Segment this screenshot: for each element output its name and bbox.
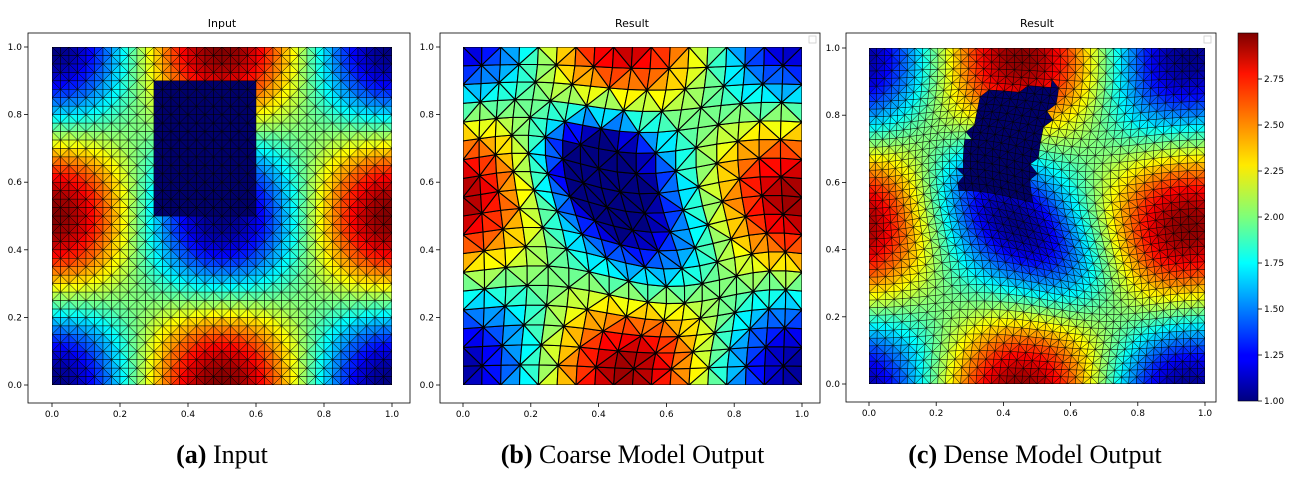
mesh-cell [281,47,291,57]
mesh-cell [247,47,257,57]
dense-plot: Result 0.0 0.2 0.4 0.6 0.8 1.00.00.20.40.60.8… [826,17,1217,419]
mesh-cell [111,47,121,57]
mesh-cell [128,47,138,57]
mesh-cell [145,47,155,57]
coarse-plot-title: Result [615,17,650,30]
mesh-cell [298,47,308,57]
mesh-cell [383,47,392,57]
y-tick-label: 0.6 [8,178,23,188]
x-tick-label: 1.0 [795,410,810,420]
x-tick-label: 1.0 [385,410,400,420]
mesh-cell [315,47,325,57]
mesh-cell [162,47,172,57]
x-tick-label: 0.8 [727,410,742,420]
mesh-cell [60,47,70,57]
mesh-cell [668,47,690,70]
legend-box [1203,35,1212,44]
x-tick-label: 0.0 [45,410,60,420]
mesh-cell [593,47,615,68]
mesh-cell [332,47,342,57]
x-tick-label: 0.0 [456,410,471,420]
x-tick-label: 0.6 [249,410,264,420]
mesh-cell [196,47,206,57]
dense-plot-title: Result [1020,17,1055,30]
dense-mesh [869,48,1205,384]
x-tick-label: 0.2 [113,410,127,420]
coarse-plot: Result 0.0 0.2 0.4 0.6 0.8 1.0 0.0 0.2 0.4 0.6 0.8… [420,17,821,420]
mesh-cell [744,47,766,68]
x-tick-label: 0.4 [181,410,196,420]
mesh-cell [782,47,802,67]
y-tick-label: 0.2 [420,313,434,323]
mesh-cell [630,47,653,70]
mesh-cell [706,47,728,69]
input-plot-title: Input [208,17,237,30]
x-tick-label: 0.8 [317,410,332,420]
y-tick-label: 0.0 [8,381,23,391]
y-tick-label: 0.6 [420,178,435,188]
coarse-mesh [463,47,802,385]
mesh-cell [179,47,189,57]
mesh-cell [94,47,104,57]
x-tick-label: 0.2 [524,410,538,420]
mesh-cell [481,47,502,67]
y-tick-label: 1.0 [420,43,435,53]
input-ticks: 0.0 0.2 0.4 0.6 0.8 1.0 0.0 0.2 0.4 0.6 0.8 1.0 [8,43,400,420]
y-tick-label: 0.4 [420,246,435,256]
input-plot: Input 0.0 0.2 0.4 0.6 0.8 1.0 0.0 0.2 0.4 0.6 0.8 1… [8,17,411,420]
x-tick-label: 0.6 [659,410,674,420]
input-mesh [52,47,392,385]
mesh-cell [555,47,577,67]
mesh-cell [77,47,87,57]
y-tick-label: 0.8 [420,111,435,121]
y-tick-label: 1.0 [8,43,23,53]
y-tick-label: 0.2 [8,313,22,323]
coarse-ticks: 0.0 0.2 0.4 0.6 0.8 1.0 0.0 0.2 0.4 0.6 0.8 1.0 [420,43,810,420]
y-tick-label: 0.0 [420,381,435,391]
y-tick-label: 0.4 [8,246,23,256]
mesh-cell [518,47,540,66]
mesh-cell [264,47,274,57]
legend-box [808,35,817,44]
x-tick-label: 0.4 [591,410,606,420]
y-tick-label: 0.8 [8,111,23,121]
mesh-cell [349,47,359,57]
mesh-cell [230,47,240,57]
mesh-cell [213,47,223,57]
mesh-cell [366,47,376,57]
